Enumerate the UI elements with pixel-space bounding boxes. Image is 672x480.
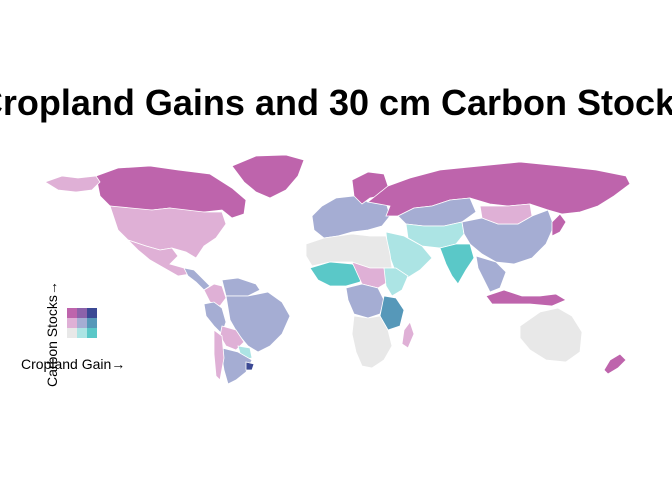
- legend-cell-c0-g2: [87, 328, 97, 338]
- legend-cell-c2-g2: [87, 308, 97, 318]
- country-ethiopia: [383, 267, 409, 297]
- country-indonesia: [485, 289, 567, 307]
- country-chile: [213, 329, 225, 381]
- legend-cell-c2-g0: [67, 308, 77, 318]
- country-greenland: [231, 154, 305, 199]
- legend-cell-c1-g2: [87, 318, 97, 328]
- country-north-africa: [305, 233, 393, 269]
- map-title: Cropland Gains and 30 cm Carbon Stocks: [0, 82, 672, 123]
- legend-y-label: Carbon Stocks→: [44, 281, 60, 387]
- legend-cell-c1-g1: [77, 318, 87, 328]
- legend-cell-c0-g0: [67, 328, 77, 338]
- country-southern-africa: [351, 315, 393, 369]
- legend-cell-c0-g1: [77, 328, 87, 338]
- country-japan: [551, 213, 567, 237]
- country-uruguay: [245, 361, 255, 371]
- country-australia: [519, 307, 583, 363]
- country-west-africa: [309, 261, 365, 287]
- country-new-zealand: [603, 353, 627, 375]
- legend-cell-c2-g1: [77, 308, 87, 318]
- country-india: [439, 243, 475, 285]
- legend-x-label: Cropland Gain→: [21, 356, 126, 372]
- country-alaska: [44, 175, 101, 193]
- country-southeast-asia: [475, 255, 507, 293]
- country-madagascar: [401, 321, 415, 349]
- legend-cell-c1-g0: [67, 318, 77, 328]
- country-mongolia: [479, 203, 533, 225]
